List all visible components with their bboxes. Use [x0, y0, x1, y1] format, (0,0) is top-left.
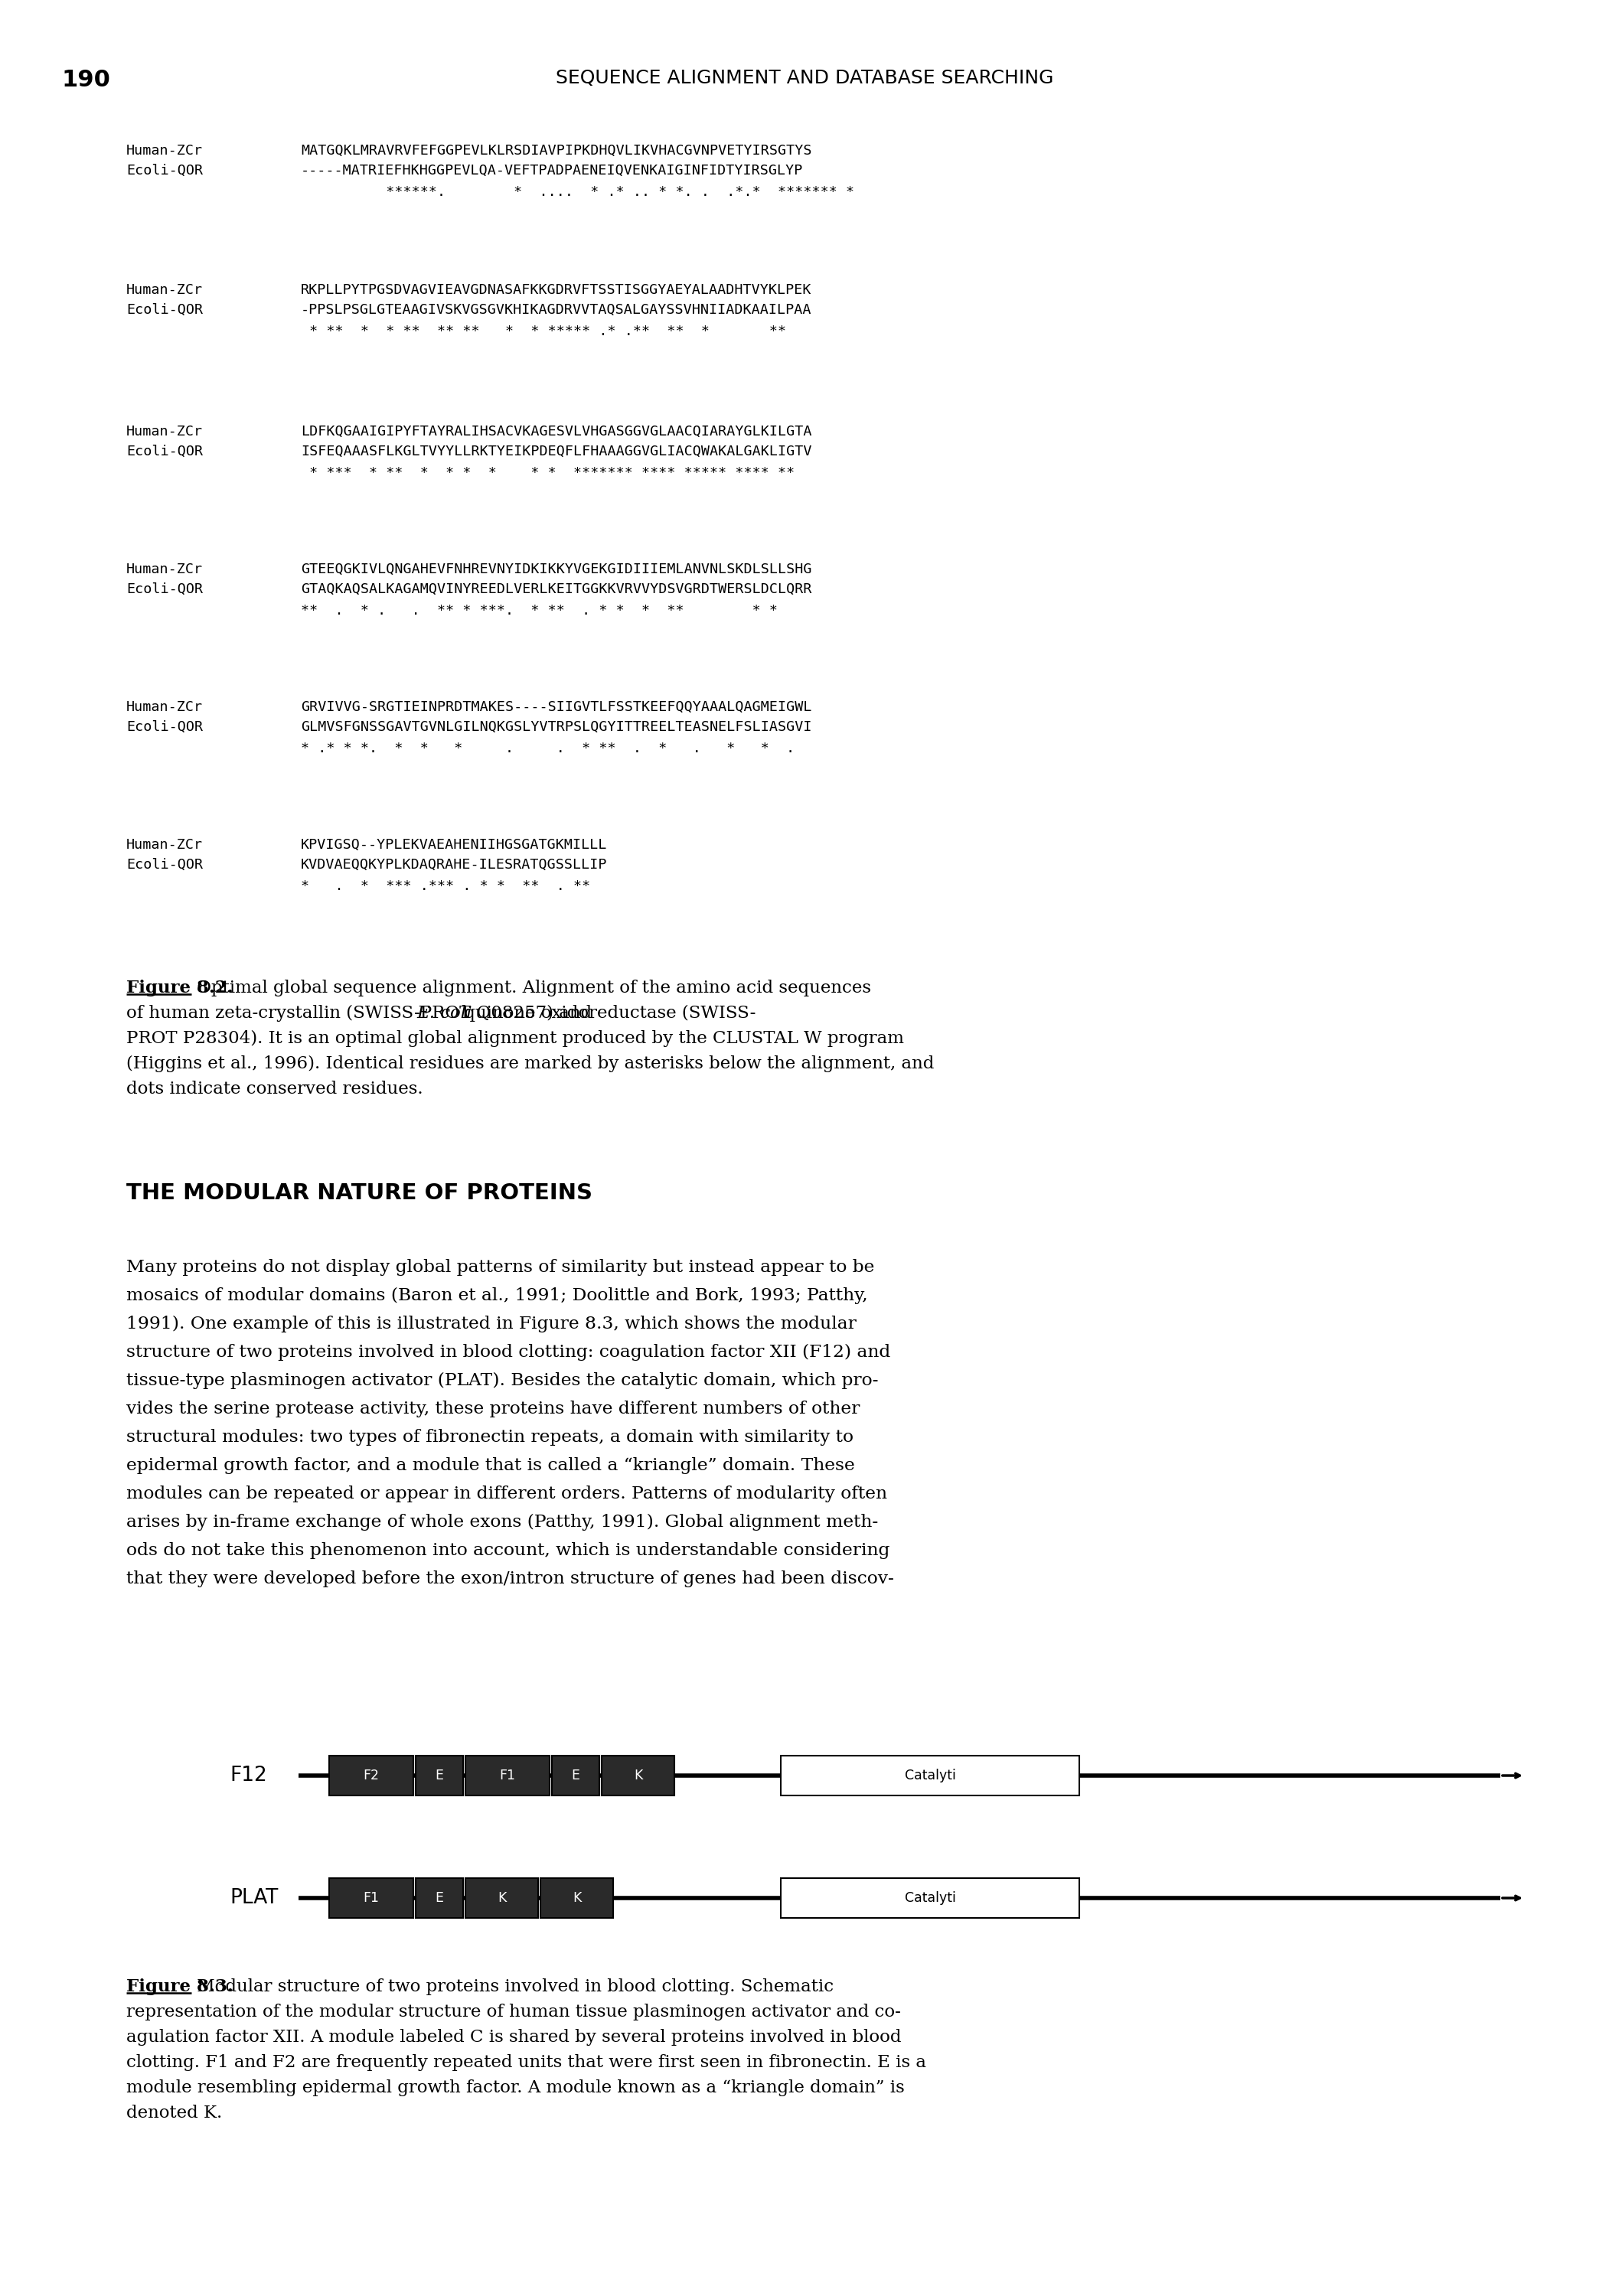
- Text: quinone oxidoreductase (SWISS-: quinone oxidoreductase (SWISS-: [459, 1006, 756, 1022]
- Text: * .* * *.  *  *   *     .     .  * **  .  *   .   *   *  .: * .* * *. * * * . . * ** . * . * * .: [301, 742, 795, 755]
- Bar: [330, 1756, 414, 1795]
- Text: vides the serine protease activity, these proteins have different numbers of oth: vides the serine protease activity, thes…: [126, 1401, 859, 1417]
- Text: Human-ZCr: Human-ZCr: [126, 838, 203, 852]
- Text: Ecoli-QOR: Ecoli-QOR: [126, 859, 203, 872]
- Text: F2: F2: [364, 1768, 380, 1782]
- Text: epidermal growth factor, and a module that is called a “kriangle” domain. These: epidermal growth factor, and a module th…: [126, 1458, 854, 1474]
- Bar: [465, 1756, 550, 1795]
- Text: Catalyti: Catalyti: [904, 1768, 956, 1782]
- Text: K: K: [634, 1768, 642, 1782]
- Text: 190: 190: [61, 69, 109, 92]
- Text: that they were developed before the exon/intron structure of genes had been disc: that they were developed before the exon…: [126, 1570, 895, 1587]
- Text: Many proteins do not display global patterns of similarity but instead appear to: Many proteins do not display global patt…: [126, 1258, 874, 1277]
- Bar: [780, 1756, 1080, 1795]
- Text: ISFEQAAASFLKGLTVYYLLRKTYEIKPDEQFLFHAAAGGVGLIACQWAKALGAKLIGTV: ISFEQAAASFLKGLTVYYLLRKTYEIKPDEQFLFHAAAGG…: [301, 445, 813, 459]
- Text: E: E: [434, 1892, 444, 1906]
- Bar: [465, 1878, 537, 1917]
- Text: * ***  * **  *  * *  *    * *  ******* **** ***** **** **: * *** * ** * * * * * * ******* **** ****…: [301, 466, 795, 480]
- Bar: [330, 1878, 414, 1917]
- Text: clotting. F1 and F2 are frequently repeated units that were first seen in fibron: clotting. F1 and F2 are frequently repea…: [126, 2055, 927, 2071]
- Text: K: K: [573, 1892, 581, 1906]
- Text: Human-ZCr: Human-ZCr: [126, 563, 203, 576]
- Text: E: E: [571, 1768, 579, 1782]
- Bar: [602, 1756, 674, 1795]
- Text: structure of two proteins involved in blood clotting: coagulation factor XII (F1: structure of two proteins involved in bl…: [126, 1343, 890, 1362]
- Text: Ecoli-QOR: Ecoli-QOR: [126, 721, 203, 735]
- Text: tissue-type plasminogen activator (PLAT). Besides the catalytic domain, which pr: tissue-type plasminogen activator (PLAT)…: [126, 1373, 879, 1389]
- Text: denoted K.: denoted K.: [126, 2105, 222, 2122]
- Text: Ecoli-QOR: Ecoli-QOR: [126, 163, 203, 177]
- Text: PLAT: PLAT: [230, 1887, 278, 1908]
- Text: (Higgins et al., 1996). Identical residues are marked by asterisks below the ali: (Higgins et al., 1996). Identical residu…: [126, 1056, 935, 1072]
- Text: F1: F1: [499, 1768, 515, 1782]
- Text: Human-ZCr: Human-ZCr: [126, 282, 203, 296]
- Text: Figure 8.2.: Figure 8.2.: [126, 980, 233, 996]
- Text: structural modules: two types of fibronectin repeats, a domain with similarity t: structural modules: two types of fibrone…: [126, 1428, 853, 1446]
- Text: Modular structure of two proteins involved in blood clotting. Schematic: Modular structure of two proteins involv…: [191, 1979, 833, 1995]
- Text: Human-ZCr: Human-ZCr: [126, 145, 203, 158]
- Text: arises by in-frame exchange of whole exons (Patthy, 1991). Global alignment meth: arises by in-frame exchange of whole exo…: [126, 1513, 879, 1531]
- Text: F1: F1: [364, 1892, 380, 1906]
- Text: E: E: [434, 1768, 444, 1782]
- Text: *   .  *  *** .*** . * *  **  . **: * . * *** .*** . * * ** . **: [301, 879, 591, 893]
- Text: -----MATRIEFHKHGGPEVLQA-VEFTPADPAENEIQVENKAIGINFIDTYIRSGLYP: -----MATRIEFHKHGGPEVLQA-VEFTPADPAENEIQVE…: [301, 163, 803, 177]
- Text: mosaics of modular domains (Baron et al., 1991; Doolittle and Bork, 1993; Patthy: mosaics of modular domains (Baron et al.…: [126, 1288, 867, 1304]
- Text: dots indicate conserved residues.: dots indicate conserved residues.: [126, 1081, 423, 1097]
- Text: **  .  * .   .  ** * ***.  * **  . * *  *  **        * *: ** . * . . ** * ***. * ** . * * * ** * *: [301, 604, 777, 618]
- Text: GRVIVVG-SRGTIEINPRDTMAKES----SIIGVTLFSSTKEEFQQYAAALQAGMEIGWL: GRVIVVG-SRGTIEINPRDTMAKES----SIIGVTLFSST…: [301, 700, 813, 714]
- Text: agulation factor XII. A module labeled C is shared by several proteins involved : agulation factor XII. A module labeled C…: [126, 2030, 901, 2046]
- Text: KVDVAEQQKYPLKDAQRAHE-ILESRATQGSSLLIP: KVDVAEQQKYPLKDAQRAHE-ILESRATQGSSLLIP: [301, 859, 607, 872]
- Text: Ecoli-QOR: Ecoli-QOR: [126, 303, 203, 317]
- Text: 1991). One example of this is illustrated in Figure 8.3, which shows the modular: 1991). One example of this is illustrate…: [126, 1316, 856, 1332]
- Bar: [415, 1878, 463, 1917]
- Text: SEQUENCE ALIGNMENT AND DATABASE SEARCHING: SEQUENCE ALIGNMENT AND DATABASE SEARCHIN…: [555, 69, 1054, 87]
- Bar: [541, 1878, 613, 1917]
- Text: Ecoli-QOR: Ecoli-QOR: [126, 445, 203, 459]
- Text: representation of the modular structure of human tissue plasminogen activator an: representation of the modular structure …: [126, 2004, 901, 2020]
- Text: RKPLLPYTPGSDVAGVIEAVGDNASAFKKGDRVFTSSTISGGYAEYALAADHTVYKLPEK: RKPLLPYTPGSDVAGVIEAVGDNASAFKKGDRVFTSSTIS…: [301, 282, 813, 296]
- Text: GTEEQGKIVLQNGAHEVFNHREVNYIDKIKKYVGEKGIDIIIEMLANVNLSKDLSLLSHG: GTEEQGKIVLQNGAHEVFNHREVNYIDKIKKYVGEKGIDI…: [301, 563, 813, 576]
- Text: THE MODULAR NATURE OF PROTEINS: THE MODULAR NATURE OF PROTEINS: [126, 1182, 592, 1203]
- Text: KPVIGSQ--YPLEKVAEAHENIIHGSGATGKMILLL: KPVIGSQ--YPLEKVAEAHENIIHGSGATGKMILLL: [301, 838, 607, 852]
- Text: PROT P28304). It is an optimal global alignment produced by the CLUSTAL W progra: PROT P28304). It is an optimal global al…: [126, 1031, 904, 1047]
- Text: Figure 8.3.: Figure 8.3.: [126, 1979, 233, 1995]
- Text: module resembling epidermal growth factor. A module known as a “kriangle domain”: module resembling epidermal growth facto…: [126, 2080, 904, 2096]
- Text: modules can be repeated or appear in different orders. Patterns of modularity of: modules can be repeated or appear in dif…: [126, 1486, 887, 1502]
- Bar: [780, 1878, 1080, 1917]
- Bar: [415, 1756, 463, 1795]
- Text: * **  *  * **  ** **   *  * ***** .* .**  **  *       **: * ** * * ** ** ** * * ***** .* .** ** * …: [301, 324, 787, 338]
- Text: Human-ZCr: Human-ZCr: [126, 425, 203, 439]
- Text: ******.        *  ....  * .* .. * *. .  .*.*  ******* *: ******. * .... * .* .. * *. . .*.* *****…: [301, 186, 854, 200]
- Text: Optimal global sequence alignment. Alignment of the amino acid sequences: Optimal global sequence alignment. Align…: [191, 980, 870, 996]
- Text: Ecoli-QOR: Ecoli-QOR: [126, 583, 203, 597]
- Text: Human-ZCr: Human-ZCr: [126, 700, 203, 714]
- Text: MATGQKLMRAVRVFEFGGPEVLKLRSDIAVPIPKDHQVLIKVHACGVNPVETYIRSGTYS: MATGQKLMRAVRVFEFGGPEVLKLRSDIAVPIPKDHQVLI…: [301, 145, 813, 158]
- Text: K: K: [497, 1892, 507, 1906]
- Text: -PPSLPSGLGTEAAGIVSKVGSGVKHIKAGDRVVTAQSALGAYSSVHNIIADKAAILPAA: -PPSLPSGLGTEAAGIVSKVGSGVKHIKAGDRVVTAQSAL…: [301, 303, 813, 317]
- Text: ods do not take this phenomenon into account, which is understandable considerin: ods do not take this phenomenon into acc…: [126, 1543, 890, 1559]
- Text: GTAQKAQSALKAGAMQVINYREEDLVERLKEITGGKKVRVVYDSVGRDTWERSLDCLQRR: GTAQKAQSALKAGAMQVINYREEDLVERLKEITGGKKVRV…: [301, 583, 813, 597]
- Text: F12: F12: [230, 1766, 267, 1786]
- Text: GLMVSFGNSSGAVTGVNLGILNQKGSLYVTRPSLQGYITTREELTEASNELFSLIASGVI: GLMVSFGNSSGAVTGVNLGILNQKGSLYVTRPSLQGYITT…: [301, 721, 813, 735]
- Text: Catalyti: Catalyti: [904, 1892, 956, 1906]
- Text: LDFKQGAAIGIPYFTAYRALIHSACVKAGESVLVHGASGGVGLAACQIARAYGLKILGTA: LDFKQGAAIGIPYFTAYRALIHSACVKAGESVLVHGASGG…: [301, 425, 813, 439]
- Bar: [552, 1756, 600, 1795]
- Text: E. coli: E. coli: [417, 1006, 473, 1022]
- Text: of human zeta-crystallin (SWISS-PROT Q08257) and: of human zeta-crystallin (SWISS-PROT Q08…: [126, 1006, 597, 1022]
